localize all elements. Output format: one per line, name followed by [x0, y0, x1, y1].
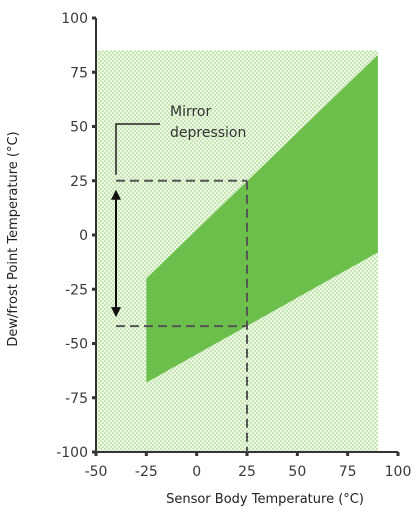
y-tick-label: 100	[61, 11, 88, 27]
operating-region	[146, 54, 378, 383]
y-tick-label: -50	[65, 337, 88, 353]
annotation-line-1: Mirror	[170, 104, 211, 120]
y-tick-label: -100	[56, 445, 88, 461]
x-tick-label: -25	[135, 464, 158, 480]
x-axis-title: Sensor Body Temperature (°C)	[166, 492, 364, 507]
mirror-depression-annotation: Mirror depression	[111, 104, 248, 452]
y-tick-label: -75	[65, 391, 88, 407]
ticks: 100 75 50 25 0 -25 -50 -75 -100 -50 -25 0 25 50 75 100	[56, 11, 411, 480]
x-tick-label: 50	[288, 464, 306, 480]
x-tick-label: 0	[192, 464, 201, 480]
x-tick-label: 25	[238, 464, 256, 480]
y-tick-label: 75	[70, 65, 88, 81]
annotation-leader-line	[115, 123, 160, 175]
y-tick-label: 50	[70, 120, 88, 136]
y-tick-label: 0	[79, 228, 88, 244]
x-tick-label: 75	[339, 464, 357, 480]
y-tick-label: 25	[70, 174, 88, 190]
annotation-line-2: depression	[170, 125, 246, 141]
x-tick-label: -50	[85, 464, 108, 480]
y-tick-label: -25	[65, 282, 88, 298]
y-axis-title: Dew/frost Point Temperature (°C)	[6, 131, 21, 346]
x-tick-label: 100	[385, 464, 412, 480]
